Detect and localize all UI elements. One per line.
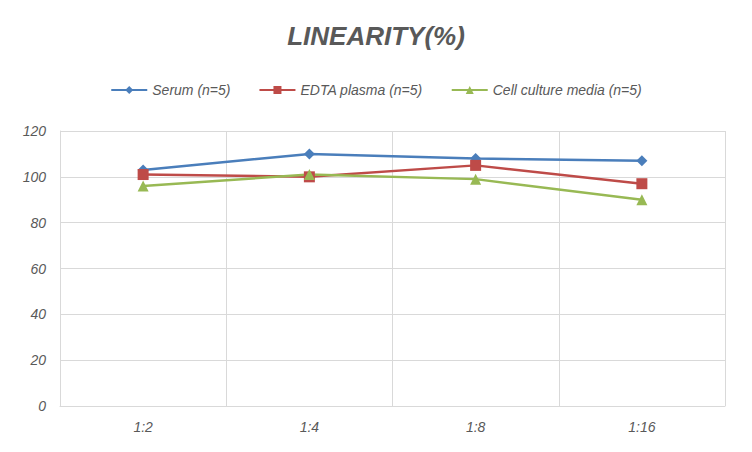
svg-text:40: 40 bbox=[30, 306, 46, 322]
svg-text:0: 0 bbox=[38, 398, 46, 414]
svg-text:LINEARITY(%): LINEARITY(%) bbox=[287, 21, 465, 51]
svg-text:120: 120 bbox=[23, 123, 47, 139]
svg-text:Cell culture media (n=5): Cell culture media (n=5) bbox=[493, 82, 642, 98]
svg-text:Serum (n=5): Serum (n=5) bbox=[152, 82, 230, 98]
svg-text:1:16: 1:16 bbox=[628, 419, 655, 435]
svg-text:80: 80 bbox=[30, 215, 46, 231]
svg-text:1:4: 1:4 bbox=[300, 419, 320, 435]
svg-text:EDTA plasma (n=5): EDTA plasma (n=5) bbox=[300, 82, 422, 98]
svg-text:100: 100 bbox=[23, 169, 47, 185]
svg-text:60: 60 bbox=[30, 261, 46, 277]
svg-text:1:8: 1:8 bbox=[466, 419, 486, 435]
svg-text:20: 20 bbox=[29, 352, 46, 368]
svg-text:1:2: 1:2 bbox=[133, 419, 153, 435]
